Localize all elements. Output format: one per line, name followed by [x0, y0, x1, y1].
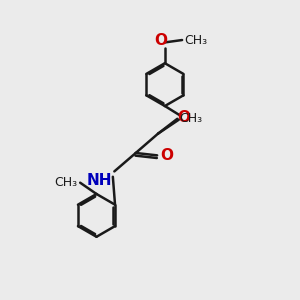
- Text: CH₃: CH₃: [180, 112, 203, 125]
- Text: O: O: [177, 110, 190, 125]
- Text: CH₃: CH₃: [184, 34, 208, 46]
- Text: O: O: [161, 148, 174, 163]
- Text: NH: NH: [86, 173, 112, 188]
- Text: CH₃: CH₃: [55, 176, 78, 189]
- Text: O: O: [154, 33, 167, 48]
